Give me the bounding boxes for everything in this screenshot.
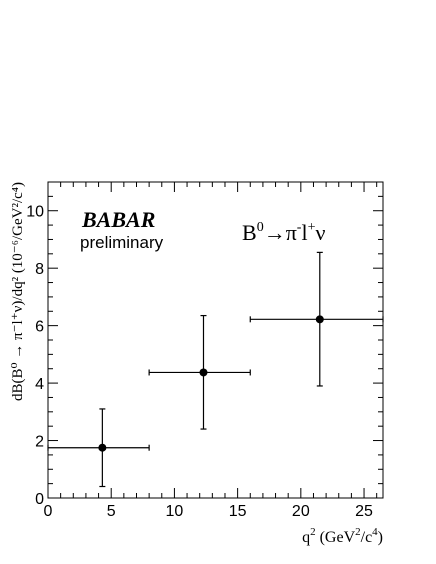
y-tick-label: 10 bbox=[26, 204, 44, 221]
x-label-units: (GeV bbox=[316, 529, 356, 546]
x-tick-label: 0 bbox=[44, 503, 53, 520]
x-axis-ticks: 0 5 10 15 20 25 bbox=[44, 182, 378, 520]
decay-arrow-pi: →π bbox=[264, 220, 297, 245]
x-label-units-sup: 2 bbox=[355, 526, 361, 538]
y-tick-label: 8 bbox=[35, 261, 44, 278]
x-label-units-end: /c bbox=[361, 529, 373, 546]
babar-logo: BABAR bbox=[81, 207, 155, 232]
data-point bbox=[98, 443, 107, 452]
x-label-units-close: ) bbox=[378, 529, 383, 546]
x-tick-label: 5 bbox=[107, 503, 116, 520]
y-tick-label: 6 bbox=[35, 319, 44, 336]
x-axis-label: q2 (GeV2/c4) bbox=[302, 526, 383, 546]
x-label-q: q bbox=[302, 529, 310, 546]
data-point bbox=[315, 315, 324, 324]
decay-b-sup: 0 bbox=[257, 220, 264, 235]
decay-l-sup: + bbox=[308, 220, 316, 235]
y-tick-label: 4 bbox=[35, 376, 44, 393]
x-tick-label: 10 bbox=[166, 503, 184, 520]
data-points bbox=[47, 251, 384, 488]
decay-b: B bbox=[242, 220, 257, 245]
decay-label: B0→π-l+ν bbox=[242, 220, 326, 245]
x-tick-label: 20 bbox=[292, 503, 310, 520]
preliminary-label: preliminary bbox=[80, 233, 164, 252]
data-point bbox=[199, 368, 208, 377]
x-label-units-sup2: 4 bbox=[372, 526, 378, 538]
decay-pi-sup: - bbox=[297, 220, 302, 235]
decay-nu: ν bbox=[316, 220, 326, 245]
y-tick-label: 2 bbox=[35, 434, 44, 451]
y-axis-label: dB(B⁰ → π⁻l⁺ν)/dq² (10⁻⁶/GeV²/c⁴) bbox=[10, 182, 26, 401]
x-tick-label: 15 bbox=[229, 503, 247, 520]
y-tick-label: 0 bbox=[35, 491, 44, 508]
decay-l: l bbox=[301, 220, 307, 245]
y-axis-ticks: 0 2 4 6 8 10 bbox=[26, 181, 383, 508]
x-label-q-sup: 2 bbox=[310, 526, 316, 538]
x-tick-label: 25 bbox=[355, 503, 373, 520]
